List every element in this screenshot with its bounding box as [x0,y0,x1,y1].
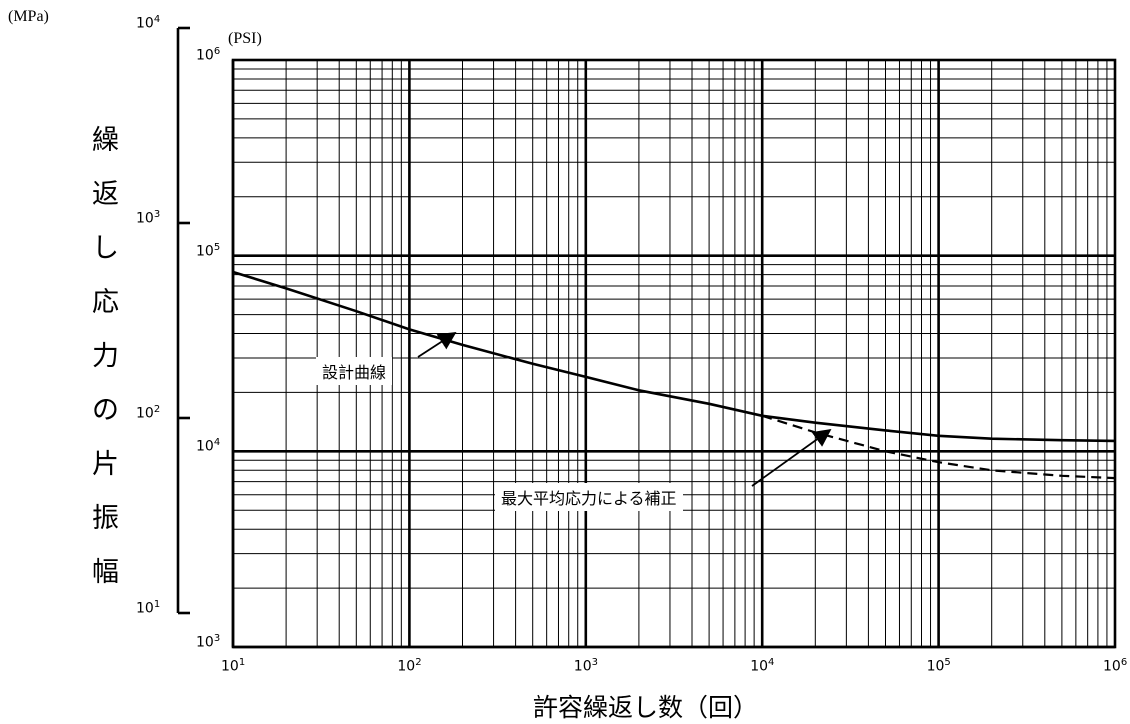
y-axis-label-char: 力 [92,341,119,372]
x-tick-label: 102 [397,657,422,675]
y-axis-label-char: 幅 [92,557,119,588]
y-axis-label-char: 返 [92,179,119,210]
psi-tick-label: 106 [196,46,221,64]
mpa-tick-label: 104 [136,14,161,32]
y-axis-label-char: 振 [92,503,119,534]
psi-tick-label: 105 [196,241,221,260]
y-axis-label-char: 片 [92,449,119,480]
y-axis-label-char: し [92,233,119,264]
annotation-design-curve: 設計曲線 [316,357,393,385]
annotation-mean-stress-correction: 最大平均応力による補正 [495,483,683,511]
y-axis-label-char: の [92,395,119,426]
x-tick-label: 106 [1103,657,1128,675]
psi-tick-label: 104 [196,437,221,455]
chart-grid [231,58,1117,649]
mpa-tick-label: 102 [136,404,161,422]
arrow-mean-stress-correction [751,428,832,487]
series-design-curve [232,270,1116,443]
psi-tick-label: 103 [196,633,221,651]
y-axis-label-char: 繰 [92,125,119,156]
annotation-arrows [417,332,832,487]
mpa-axis [176,26,190,615]
plot-frame [231,58,1117,649]
x-tick-label: 105 [926,657,951,675]
mpa-unit-label: (MPa) [8,8,49,25]
psi-unit-label: (PSI) [228,30,262,47]
mpa-tick-label: 101 [136,599,161,617]
mpa-tick-label: 103 [136,209,161,227]
x-tick-label: 103 [573,657,598,675]
arrow-design-curve [417,332,457,358]
y-axis-label-char: 応 [92,287,119,318]
x-axis-label: 許容繰返し数（回） [533,693,759,722]
x-tick-label: 101 [221,657,246,675]
x-tick-label: 104 [750,657,775,675]
